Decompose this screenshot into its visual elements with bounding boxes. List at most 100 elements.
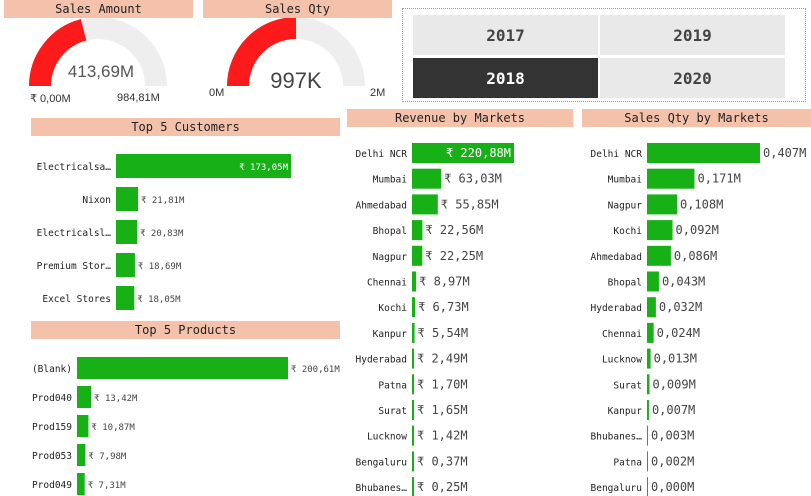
bar[interactable] xyxy=(412,374,414,395)
category-label: Delhi NCR xyxy=(356,149,408,160)
category-label: Prod040 xyxy=(32,393,72,404)
bar[interactable] xyxy=(412,194,438,215)
category-label: Kanpur xyxy=(608,406,643,417)
bar[interactable] xyxy=(77,444,86,466)
bar[interactable] xyxy=(647,425,648,446)
sales-qty-gauge-fill xyxy=(227,18,297,87)
top-products-chart: (Blank) ₹ 200,61M Prod040 ₹ 13,42M Prod159 ₹ … xyxy=(32,357,340,495)
sales-amount-gauge xyxy=(29,18,167,87)
bar[interactable] xyxy=(77,386,92,408)
bar[interactable] xyxy=(412,143,514,163)
category-label: Nixon xyxy=(82,195,111,206)
data-label: ₹ 22,56M xyxy=(425,223,483,237)
year-slicer-2019[interactable]: 2019 xyxy=(600,15,785,55)
bar[interactable] xyxy=(647,297,656,318)
revenue-by-markets-title: Revenue by Markets xyxy=(347,109,573,127)
data-label: ₹ 6,73M xyxy=(418,300,469,314)
bar[interactable] xyxy=(412,245,423,266)
data-label: ₹ 7,31M xyxy=(88,481,127,491)
data-label: ₹ 1,65M xyxy=(417,403,468,417)
data-label: ₹ 173,05M xyxy=(239,163,288,173)
data-label: ₹ 2,49M xyxy=(417,352,468,366)
bar[interactable] xyxy=(412,477,414,496)
bar[interactable] xyxy=(116,286,135,310)
data-label: 0,407M xyxy=(763,146,806,160)
bar[interactable] xyxy=(412,168,442,189)
category-label: Nagpur xyxy=(608,200,643,211)
category-label: (Blank) xyxy=(32,364,72,375)
bar[interactable] xyxy=(412,348,414,369)
bar[interactable] xyxy=(647,322,654,343)
bar[interactable] xyxy=(412,220,423,241)
data-label: ₹ 18,69M xyxy=(138,262,182,272)
data-label: ₹ 1,42M xyxy=(417,429,468,443)
data-label: 0,000M xyxy=(651,480,694,494)
data-label: 0,002M xyxy=(651,454,694,468)
bar[interactable] xyxy=(647,168,695,189)
category-label: Delhi NCR xyxy=(591,149,643,160)
bar[interactable] xyxy=(116,220,138,244)
bar[interactable] xyxy=(116,253,135,277)
category-label: Nagpur xyxy=(373,252,408,263)
bar[interactable] xyxy=(647,245,671,266)
bar[interactable] xyxy=(116,154,291,178)
category-label: Kanpur xyxy=(373,329,408,340)
data-label: 0,009M xyxy=(652,377,695,391)
data-label: ₹ 8,97M xyxy=(419,275,470,289)
bar[interactable] xyxy=(412,425,414,446)
category-label: Hyderabad xyxy=(591,303,642,314)
bar[interactable] xyxy=(647,348,651,369)
data-label: ₹ 55,85M xyxy=(441,197,499,211)
data-label: ₹ 7,98M xyxy=(88,452,127,462)
data-label: ₹ 18,05M xyxy=(137,295,181,305)
category-label: Premium Stor… xyxy=(37,261,112,272)
data-label: ₹ 10,87M xyxy=(91,423,135,433)
category-label: Bhopal xyxy=(373,226,407,237)
category-label: Mumbai xyxy=(373,175,408,186)
bar[interactable] xyxy=(412,451,414,472)
bar[interactable] xyxy=(647,400,649,420)
data-label: 0,013M xyxy=(654,352,697,366)
bar[interactable] xyxy=(647,143,760,163)
data-label: ₹ 0,37M xyxy=(417,454,468,468)
sales-amount-min: ₹ 0,00M xyxy=(30,93,71,105)
bar[interactable] xyxy=(647,194,677,215)
year-slicer-2018[interactable]: 2018 xyxy=(413,58,598,98)
bar[interactable] xyxy=(647,477,648,496)
sales-qty-title: Sales Qty xyxy=(203,0,392,18)
bar[interactable] xyxy=(77,357,288,379)
bar[interactable] xyxy=(77,473,85,495)
category-label: Ahmedabad xyxy=(591,252,642,263)
top-customers-title: Top 5 Customers xyxy=(31,118,340,136)
top-products-title: Top 5 Products xyxy=(31,321,340,339)
revenue-by-markets-chart: Delhi NCR ₹ 220,88M Mumbai ₹ 63,03M Ahmedaba… xyxy=(356,143,514,496)
category-label: Electricalsa… xyxy=(37,162,112,173)
bar[interactable] xyxy=(412,322,415,343)
bar[interactable] xyxy=(647,271,659,292)
year-slicer-2020[interactable]: 2020 xyxy=(600,58,785,98)
sales-amount-value: 413,69M xyxy=(67,62,135,81)
data-label: ₹ 20,83M xyxy=(140,229,184,239)
category-label: Kochi xyxy=(613,226,642,237)
year-slicer-frame xyxy=(402,8,806,102)
data-label: ₹ 220,88M xyxy=(446,146,511,160)
data-label: ₹ 21,81M xyxy=(141,196,185,206)
category-label: Surat xyxy=(378,406,407,417)
bar[interactable] xyxy=(647,220,673,241)
category-label: Lucknow xyxy=(367,432,407,443)
sales-amount-title: Sales Amount xyxy=(4,0,193,18)
bar[interactable] xyxy=(412,271,417,292)
bar[interactable] xyxy=(647,374,650,395)
data-label: 0,007M xyxy=(652,403,695,417)
bar[interactable] xyxy=(647,451,648,472)
bar[interactable] xyxy=(77,415,89,437)
category-label: Bengaluru xyxy=(356,457,407,468)
category-label: Surat xyxy=(613,380,642,391)
year-slicer-2017[interactable]: 2017 xyxy=(413,15,598,55)
data-label: 0,092M xyxy=(676,223,719,237)
bar[interactable] xyxy=(116,187,139,211)
category-label: Bengaluru xyxy=(591,483,642,494)
category-label: Chennai xyxy=(602,329,642,340)
bar[interactable] xyxy=(412,400,414,420)
bar[interactable] xyxy=(412,297,416,318)
